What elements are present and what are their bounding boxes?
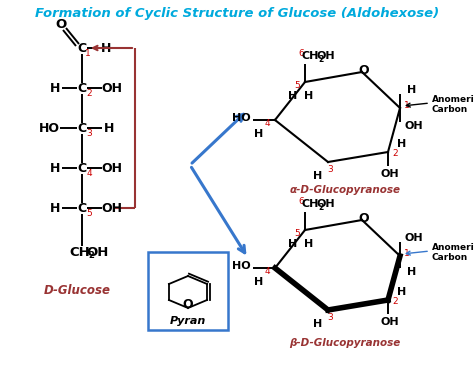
Text: OH: OH — [381, 317, 399, 327]
Text: 5: 5 — [86, 210, 92, 218]
Text: OH: OH — [405, 233, 423, 243]
Text: 2: 2 — [392, 298, 398, 306]
Text: HO: HO — [38, 121, 60, 134]
Text: 1: 1 — [404, 250, 410, 258]
Text: 1: 1 — [404, 102, 410, 110]
Text: 5: 5 — [294, 80, 300, 90]
Text: H: H — [397, 287, 407, 297]
Bar — [148, 252, 228, 330]
Text: 2: 2 — [319, 203, 324, 211]
Text: 2: 2 — [319, 55, 324, 63]
Text: 1: 1 — [85, 50, 91, 58]
Text: β-D-Glucopyranose: β-D-Glucopyranose — [289, 338, 401, 348]
Text: Carbon: Carbon — [432, 254, 468, 262]
Text: O: O — [182, 298, 193, 312]
Text: OH: OH — [405, 121, 423, 131]
Text: Pyran: Pyran — [170, 316, 206, 326]
Text: CH: CH — [301, 199, 319, 209]
Text: 2: 2 — [392, 149, 398, 159]
Text: CH: CH — [70, 246, 91, 258]
Text: Anomeric: Anomeric — [432, 95, 474, 105]
Text: H: H — [407, 267, 417, 277]
Text: H: H — [50, 161, 60, 174]
Text: 6: 6 — [298, 197, 304, 207]
Text: D-Glucose: D-Glucose — [44, 283, 110, 297]
Text: 4: 4 — [86, 170, 92, 178]
Text: H: H — [407, 85, 417, 95]
Text: Formation of Cyclic Structure of Glucose (Aldohexose): Formation of Cyclic Structure of Glucose… — [35, 7, 439, 19]
Text: C: C — [77, 201, 87, 214]
Text: H: H — [304, 91, 314, 101]
Text: H: H — [50, 201, 60, 214]
Text: 2: 2 — [88, 251, 94, 261]
Text: Anomeric: Anomeric — [432, 243, 474, 252]
Text: α-D-Glucopyranose: α-D-Glucopyranose — [290, 185, 401, 195]
Text: Carbon: Carbon — [432, 105, 468, 115]
Text: H: H — [397, 139, 407, 149]
Text: C: C — [77, 41, 87, 55]
Text: H: H — [101, 41, 111, 55]
Text: 4: 4 — [264, 266, 270, 276]
Text: OH: OH — [381, 169, 399, 179]
Text: OH: OH — [101, 201, 122, 214]
Text: 3: 3 — [86, 130, 92, 138]
Text: OH: OH — [101, 81, 122, 94]
Text: H: H — [288, 91, 298, 101]
Text: 2: 2 — [86, 90, 92, 98]
Text: HO: HO — [232, 113, 250, 123]
Text: OH: OH — [87, 246, 109, 258]
Text: OH: OH — [101, 161, 122, 174]
Text: O: O — [359, 212, 369, 225]
Text: H: H — [104, 121, 114, 134]
Text: C: C — [77, 161, 87, 174]
Text: H: H — [50, 81, 60, 94]
Text: OH: OH — [317, 51, 335, 61]
Text: 4: 4 — [264, 119, 270, 127]
Text: 6: 6 — [298, 50, 304, 58]
Text: C: C — [77, 121, 87, 134]
Text: H: H — [288, 239, 298, 249]
Text: H: H — [255, 277, 264, 287]
Text: 5: 5 — [294, 229, 300, 237]
Text: C: C — [77, 81, 87, 94]
Text: 3: 3 — [327, 166, 333, 174]
Text: O: O — [359, 65, 369, 77]
Text: O: O — [55, 18, 67, 30]
Text: H: H — [313, 171, 323, 181]
Text: H: H — [255, 129, 264, 139]
Text: CH: CH — [301, 51, 319, 61]
Text: H: H — [313, 319, 323, 329]
Text: 3: 3 — [327, 313, 333, 323]
Text: H: H — [304, 239, 314, 249]
Text: HO: HO — [232, 261, 250, 271]
Text: OH: OH — [317, 199, 335, 209]
